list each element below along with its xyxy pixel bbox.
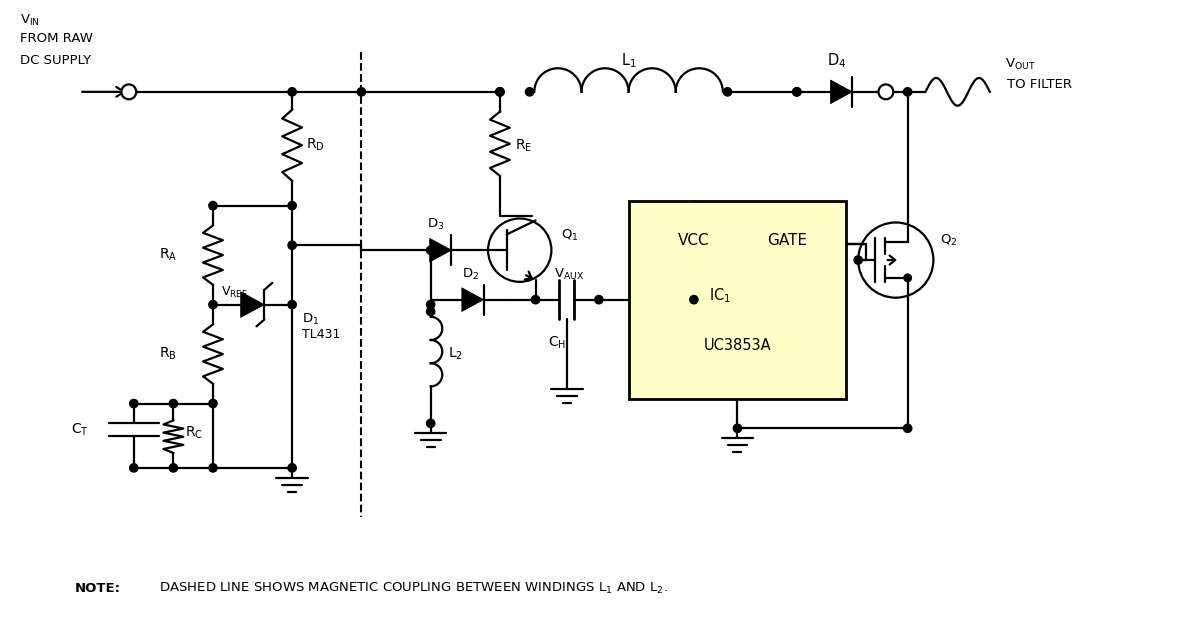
Text: IC$_1$: IC$_1$ bbox=[709, 286, 732, 305]
FancyBboxPatch shape bbox=[629, 201, 846, 399]
Text: TO FILTER: TO FILTER bbox=[1007, 78, 1072, 91]
Polygon shape bbox=[830, 80, 852, 104]
Text: Q$_1$: Q$_1$ bbox=[561, 228, 578, 243]
Circle shape bbox=[287, 464, 297, 472]
Circle shape bbox=[209, 301, 217, 309]
Text: R$_{\rm C}$: R$_{\rm C}$ bbox=[185, 425, 204, 442]
Text: V$_{\rm AUX}$: V$_{\rm AUX}$ bbox=[555, 267, 584, 282]
Text: NOTE:: NOTE: bbox=[74, 582, 120, 595]
Circle shape bbox=[595, 296, 603, 304]
Circle shape bbox=[287, 201, 297, 210]
Text: V$_{\rm IN}$: V$_{\rm IN}$ bbox=[20, 13, 40, 28]
Circle shape bbox=[690, 296, 699, 304]
Circle shape bbox=[170, 464, 178, 472]
Circle shape bbox=[904, 87, 912, 96]
Text: D$_2$: D$_2$ bbox=[462, 267, 479, 282]
Text: R$_{\rm D}$: R$_{\rm D}$ bbox=[306, 137, 325, 153]
Circle shape bbox=[426, 419, 435, 428]
Circle shape bbox=[525, 87, 534, 96]
Polygon shape bbox=[462, 288, 484, 311]
Text: D$_3$: D$_3$ bbox=[426, 217, 444, 232]
Circle shape bbox=[531, 296, 540, 304]
Text: VCC: VCC bbox=[679, 233, 709, 248]
Text: D$_1$: D$_1$ bbox=[302, 311, 319, 326]
Polygon shape bbox=[430, 238, 451, 262]
Text: V$_{\rm OUT}$: V$_{\rm OUT}$ bbox=[1005, 57, 1035, 72]
Polygon shape bbox=[240, 292, 264, 318]
Text: TL431: TL431 bbox=[302, 328, 340, 342]
Text: R$_{\rm B}$: R$_{\rm B}$ bbox=[159, 346, 177, 362]
Text: DASHED LINE SHOWS MAGNETIC COUPLING BETWEEN WINDINGS L$_1$ AND L$_2$.: DASHED LINE SHOWS MAGNETIC COUPLING BETW… bbox=[159, 581, 667, 596]
Circle shape bbox=[793, 87, 801, 96]
Text: R$_{\rm E}$: R$_{\rm E}$ bbox=[515, 138, 532, 155]
Circle shape bbox=[496, 87, 504, 96]
Text: L$_1$: L$_1$ bbox=[621, 52, 636, 70]
Circle shape bbox=[287, 87, 297, 96]
Circle shape bbox=[209, 464, 217, 472]
Circle shape bbox=[723, 87, 732, 96]
Text: D$_4$: D$_4$ bbox=[827, 52, 846, 70]
Circle shape bbox=[121, 84, 137, 99]
Circle shape bbox=[496, 87, 504, 96]
Circle shape bbox=[733, 424, 742, 433]
Circle shape bbox=[879, 84, 893, 99]
Text: UC3853A: UC3853A bbox=[703, 338, 772, 353]
Circle shape bbox=[209, 399, 217, 408]
Circle shape bbox=[357, 87, 365, 96]
Circle shape bbox=[209, 201, 217, 210]
Circle shape bbox=[793, 87, 801, 96]
Circle shape bbox=[426, 246, 435, 254]
Text: FROM RAW: FROM RAW bbox=[20, 33, 93, 45]
Text: V$_{\rm REF}$: V$_{\rm REF}$ bbox=[220, 284, 247, 299]
Circle shape bbox=[130, 464, 138, 472]
Text: R$_{\rm A}$: R$_{\rm A}$ bbox=[159, 247, 177, 264]
Circle shape bbox=[287, 241, 297, 249]
Text: GATE: GATE bbox=[767, 233, 808, 248]
Text: L$_2$: L$_2$ bbox=[449, 346, 464, 362]
Circle shape bbox=[287, 301, 297, 309]
Text: C$_{\rm T}$: C$_{\rm T}$ bbox=[72, 422, 90, 438]
Text: Q$_2$: Q$_2$ bbox=[940, 233, 958, 248]
Circle shape bbox=[904, 274, 912, 282]
Circle shape bbox=[904, 424, 912, 433]
Circle shape bbox=[130, 399, 138, 408]
Circle shape bbox=[426, 301, 435, 309]
Circle shape bbox=[170, 399, 178, 408]
Circle shape bbox=[426, 308, 435, 316]
Circle shape bbox=[854, 256, 862, 264]
Text: C$_{\rm H}$: C$_{\rm H}$ bbox=[548, 334, 567, 351]
Text: DC SUPPLY: DC SUPPLY bbox=[20, 54, 91, 67]
